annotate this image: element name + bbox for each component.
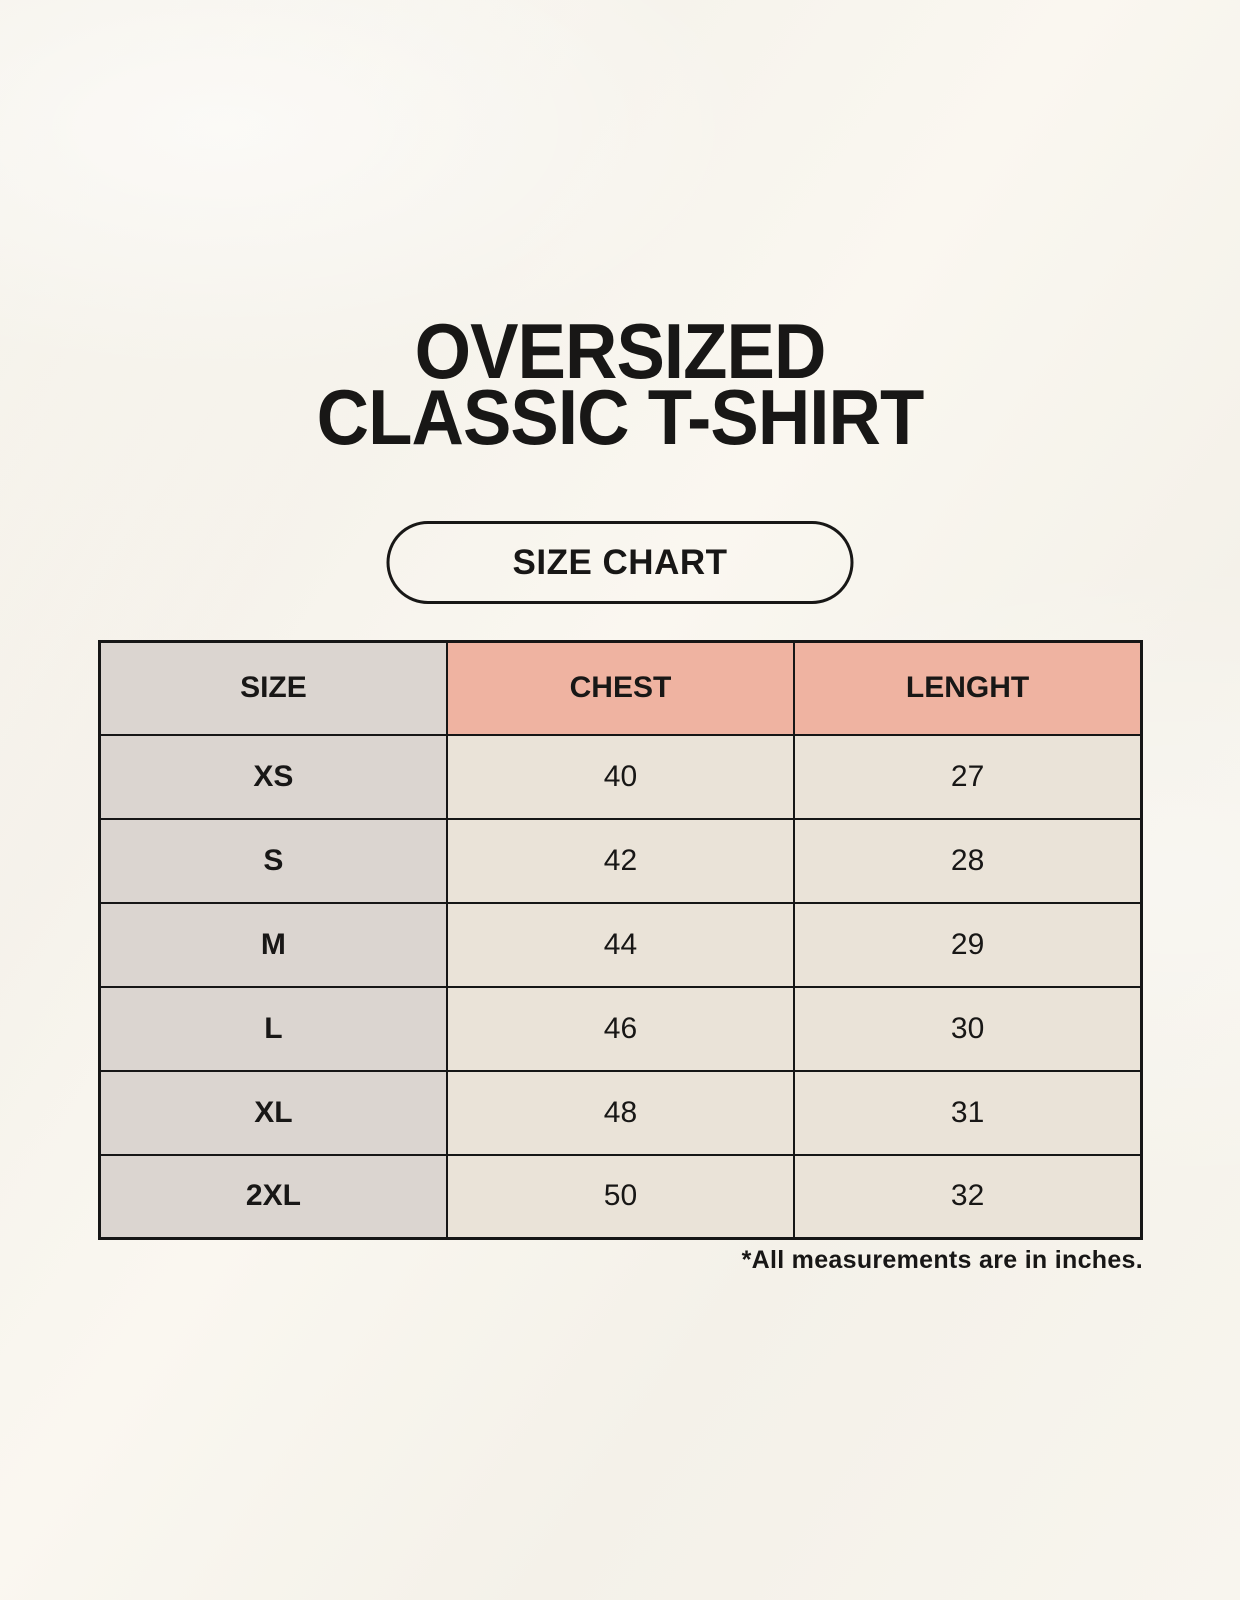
- size-cell: S: [98, 817, 448, 904]
- chest-cell: 44: [445, 901, 796, 988]
- length-cell: 27: [793, 733, 1143, 820]
- length-cell: 32: [793, 1153, 1143, 1240]
- length-cell: 29: [793, 901, 1143, 988]
- chest-cell: 40: [445, 733, 796, 820]
- size-cell: XL: [98, 1069, 448, 1156]
- size-cell: 2XL: [98, 1153, 448, 1240]
- size-cell: XS: [98, 733, 448, 820]
- product-title-line2: CLASSIC T-SHIRT: [316, 373, 925, 461]
- table-row: 2XL 50 32: [98, 1153, 1143, 1240]
- length-cell: 30: [793, 985, 1143, 1072]
- length-cell: 31: [793, 1069, 1143, 1156]
- measurements-footnote: *All measurements are in inches.: [741, 1246, 1143, 1274]
- table-row: S 42 28: [98, 817, 1143, 904]
- header-chest: CHEST: [445, 640, 796, 736]
- header-size: SIZE: [98, 640, 448, 736]
- table-header-row: SIZE CHEST LENGHT: [98, 640, 1143, 736]
- table-row: XS 40 27: [98, 733, 1143, 820]
- length-cell: 28: [793, 817, 1143, 904]
- size-chart-button-label: SIZE CHART: [512, 542, 728, 582]
- table-row: M 44 29: [98, 901, 1143, 988]
- chest-cell: 50: [445, 1153, 796, 1240]
- table-row: XL 48 31: [98, 1069, 1143, 1156]
- product-title-line1: OVERSIZED: [414, 307, 827, 395]
- table-row: L 46 30: [98, 985, 1143, 1072]
- product-title: OVERSIZED CLASSIC T-SHIRT: [43, 307, 1196, 461]
- size-cell: L: [98, 985, 448, 1072]
- header-length: LENGHT: [793, 640, 1143, 736]
- chest-cell: 42: [445, 817, 796, 904]
- size-table: SIZE CHEST LENGHT XS 40 27 S 42 28 M 44 …: [98, 640, 1143, 1240]
- size-cell: M: [98, 901, 448, 988]
- size-chart-button[interactable]: SIZE CHART: [386, 521, 854, 604]
- chest-cell: 46: [445, 985, 796, 1072]
- chest-cell: 48: [445, 1069, 796, 1156]
